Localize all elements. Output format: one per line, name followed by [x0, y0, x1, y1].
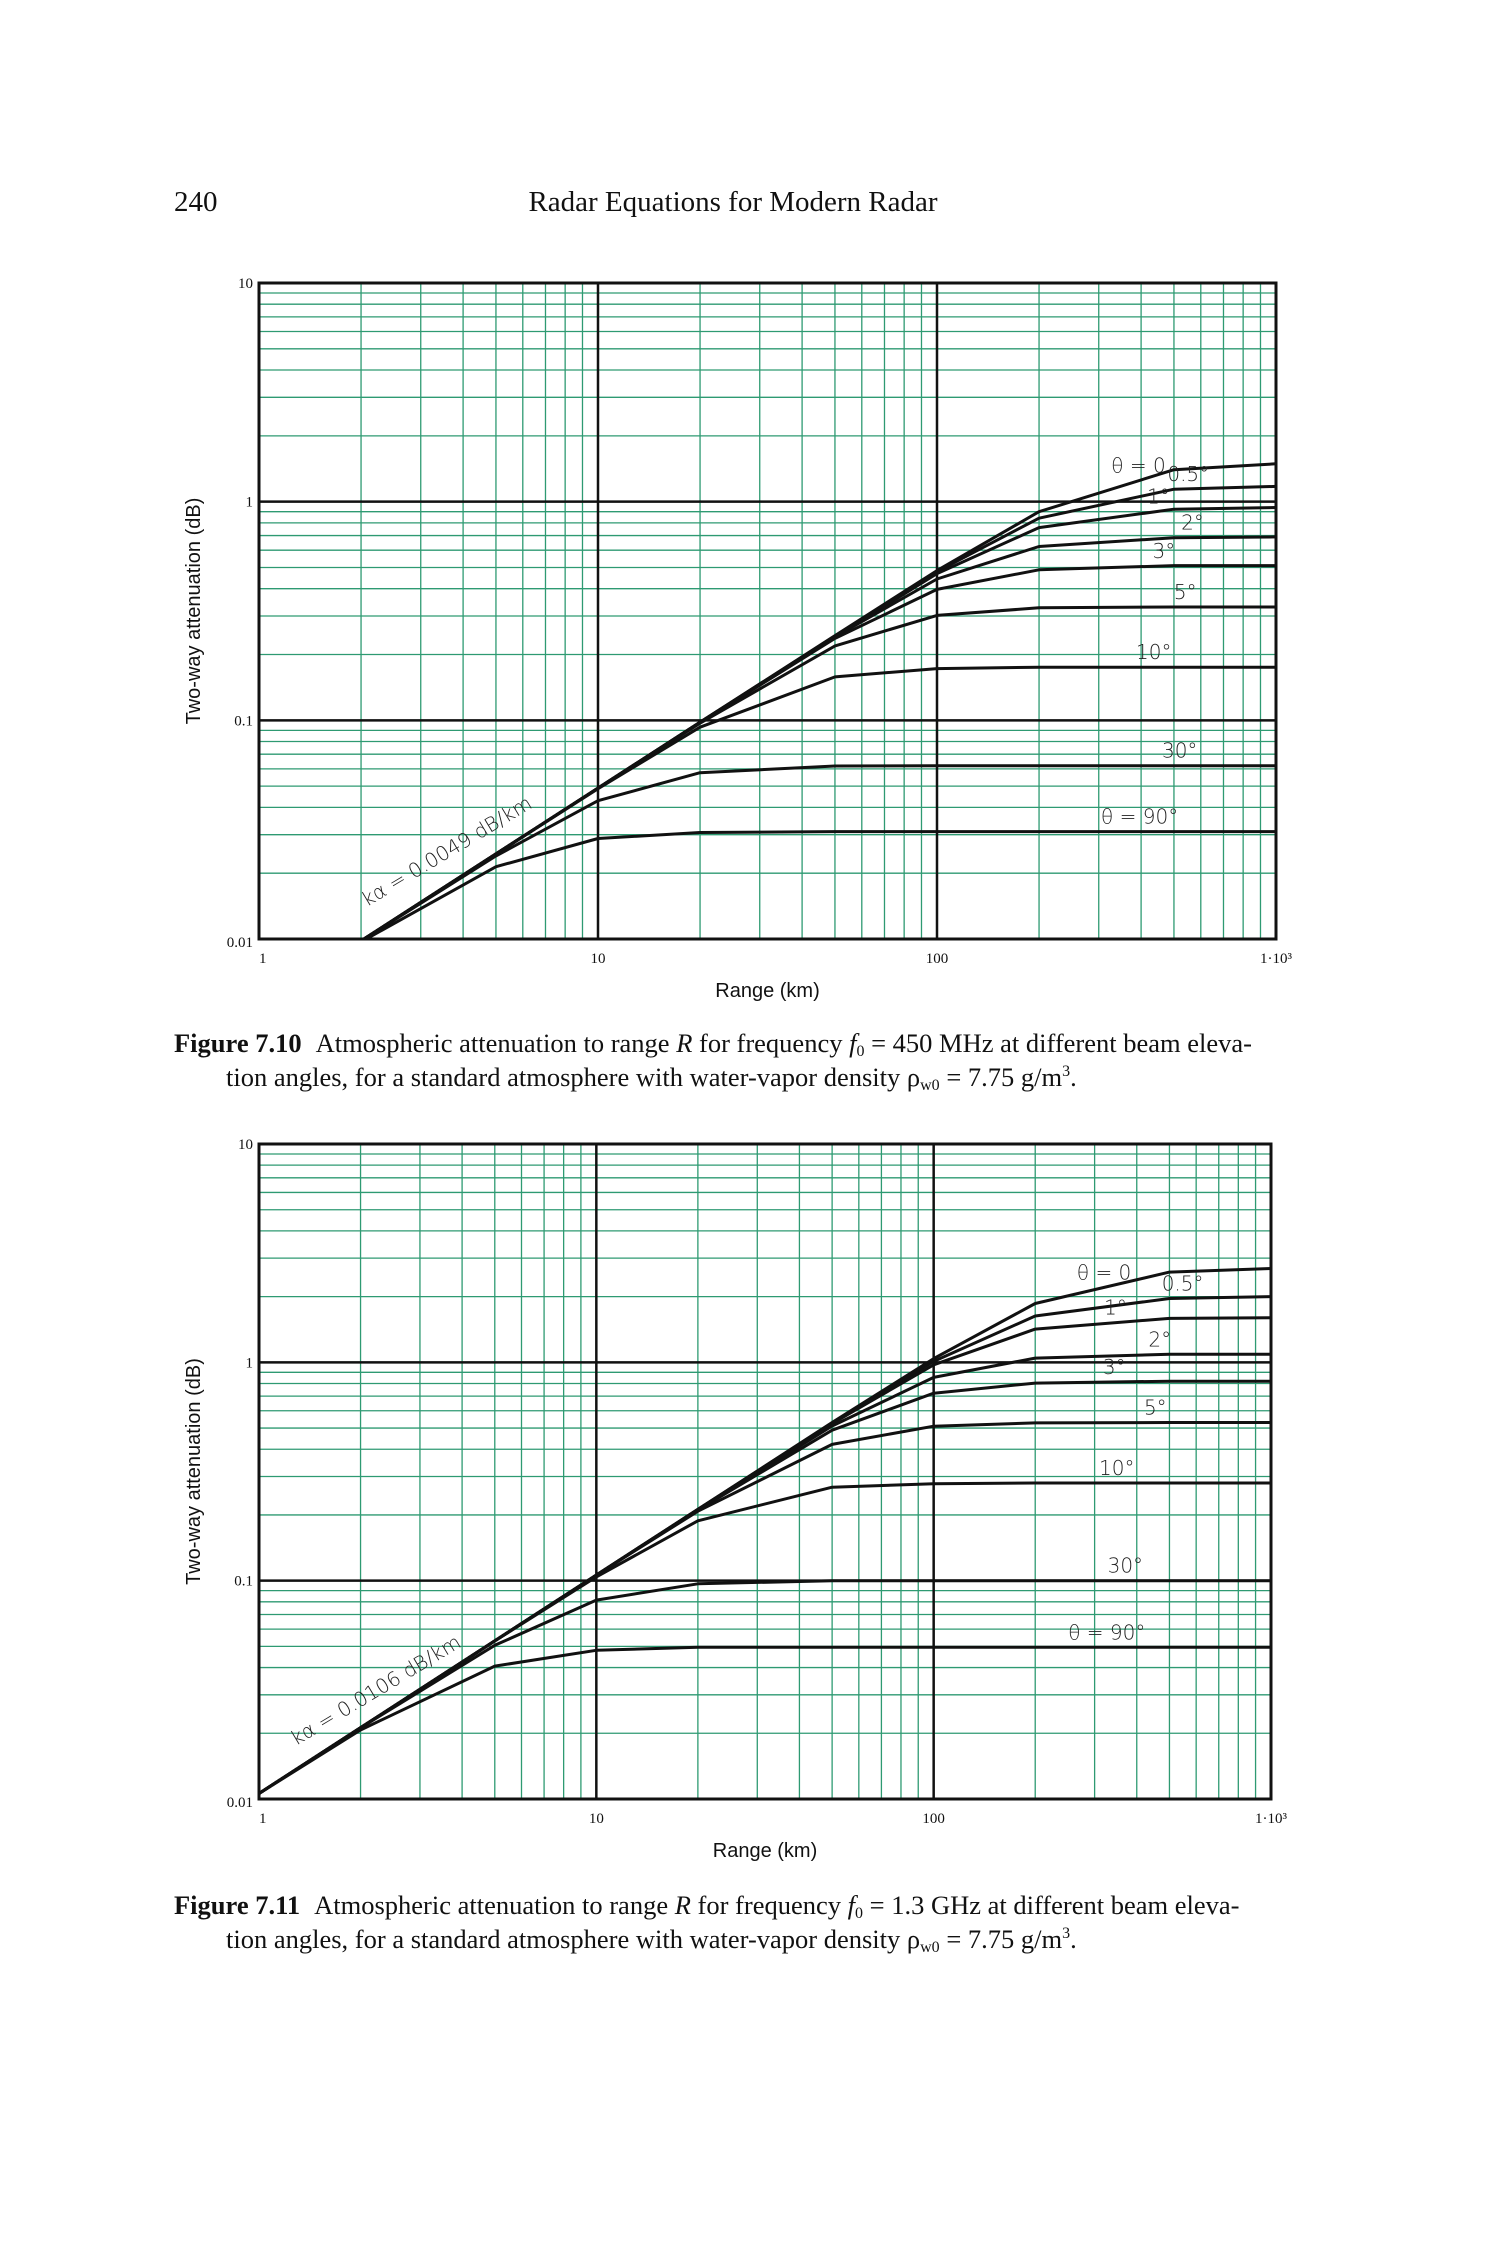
series-line-1	[361, 484, 1276, 939]
series-label: θ = 90°	[1068, 1620, 1145, 1644]
y-tick-label: 0.1	[234, 1574, 253, 1590]
series-line-4	[259, 1379, 1271, 1795]
y-tick-label: 0.01	[227, 935, 253, 951]
caption-text: = 7.75 g/m	[939, 1924, 1063, 1954]
chart-0: 1 10 100 1·10³ 0.01 0.1 1 10 Range (km) Two-way a…	[183, 276, 1292, 1002]
x-tick-label: 1·10³	[1260, 951, 1292, 967]
series-label: 3°	[1153, 539, 1176, 563]
x-tick-label: 1	[259, 1811, 267, 1827]
series-label: 10°	[1136, 640, 1171, 664]
caption-line-2: tion angles, for a standard atmosphere w…	[174, 1060, 1324, 1094]
x-tick-label: 1·10³	[1255, 1811, 1287, 1827]
caption-text: f	[847, 1890, 855, 1920]
y-tick-label: 0.1	[234, 713, 253, 729]
x-tick-label: 10	[589, 1811, 604, 1827]
caption-text: 0	[855, 1905, 863, 1922]
series-label: 0.5°	[1162, 1271, 1204, 1295]
caption-text: 3	[1062, 1925, 1071, 1942]
figure-7-11-caption: Figure 7.11 Atmospheric attenuation to ra…	[174, 1888, 1324, 1956]
caption-text: = 450 MHz at different beam eleva-	[864, 1028, 1252, 1058]
series-label: 10°	[1099, 1456, 1134, 1480]
x-axis-label: Range (km)	[715, 980, 819, 1002]
series-label: 2°	[1148, 1327, 1171, 1351]
caption-text: w0	[920, 1939, 940, 1956]
series-line-0	[361, 462, 1276, 939]
plot-frame	[257, 281, 1278, 941]
series-line-2	[361, 506, 1276, 939]
caption-line-1: Figure 7.10 Atmospheric attenuation to ra…	[174, 1028, 1252, 1060]
series-line-8	[363, 830, 1276, 939]
y-axis-label: Two-way attenuation (dB)	[183, 1358, 205, 1585]
series-line-0	[259, 1267, 1271, 1795]
y-axis-label: Two-way attenuation (dB)	[183, 498, 205, 725]
series-label: θ = 0	[1077, 1260, 1131, 1284]
caption-line-1: Figure 7.11 Atmospheric attenuation to ra…	[174, 1890, 1240, 1922]
series-label: 1°	[1147, 484, 1170, 508]
series-label: θ = 0	[1111, 454, 1165, 478]
caption-text: 0	[856, 1043, 865, 1060]
caption-text: w0	[920, 1077, 940, 1094]
series-line-8	[259, 1645, 1271, 1795]
series-label: 3°	[1103, 1355, 1126, 1379]
caption-text: Atmospheric attenuation to range	[315, 1028, 677, 1058]
running-title: Radar Equations for Modern Radar	[528, 186, 938, 218]
series-line-7	[361, 764, 1276, 939]
series-line-6	[361, 665, 1276, 939]
y-tick-label: 1	[246, 495, 254, 511]
x-axis-label: Range (km)	[713, 1840, 817, 1862]
caption-text: for frequency	[690, 1890, 848, 1920]
series-line-7	[259, 1579, 1271, 1795]
caption-text: tion angles, for a standard atmosphere w…	[226, 1062, 921, 1092]
plot-frame	[257, 1142, 1273, 1801]
caption-text: = 7.75 g/m	[939, 1062, 1063, 1092]
series-label: 5°	[1174, 580, 1197, 604]
series-label: 30°	[1108, 1554, 1143, 1578]
y-tick-label: 1	[246, 1355, 254, 1371]
figure-label: Figure 7.11	[174, 1890, 301, 1920]
x-tick-label: 100	[926, 951, 949, 967]
caption-text: 3	[1062, 1063, 1071, 1080]
chart-1: 1 10 100 1·10³ 0.01 0.1 1 10 Range (km) Two-way a…	[183, 1137, 1287, 1862]
x-tick-label: 10	[591, 951, 606, 967]
caption-line-2: tion angles, for a standard atmosphere w…	[174, 1922, 1324, 1956]
figure-label: Figure 7.10	[174, 1028, 302, 1058]
caption-text: R	[674, 1890, 691, 1920]
series-label: 1°	[1104, 1296, 1127, 1320]
series-label: 2°	[1181, 511, 1204, 535]
attenuation-coefficient-label: kα = 0.0106 dB/km	[286, 1630, 465, 1751]
figure-7-10-caption: Figure 7.10 Atmospheric attenuation to ra…	[174, 1026, 1324, 1094]
x-tick-label: 1	[259, 951, 267, 967]
caption-text: f	[849, 1028, 857, 1058]
series-label: 30°	[1162, 739, 1197, 763]
y-tick-label: 10	[238, 1137, 253, 1153]
caption-text: tion angles, for a standard atmosphere w…	[226, 1924, 921, 1954]
caption-text: R	[676, 1028, 693, 1058]
y-tick-label: 0.01	[227, 1795, 253, 1811]
caption-text: = 1.3 GHz at different beam eleva-	[863, 1890, 1240, 1920]
y-tick-label: 10	[238, 276, 253, 292]
series-line-6	[259, 1481, 1271, 1795]
x-tick-label: 100	[922, 1811, 945, 1827]
series-label: 5°	[1144, 1396, 1167, 1420]
caption-text: .	[1070, 1062, 1077, 1092]
caption-text: Atmospheric attenuation to range	[314, 1890, 675, 1920]
series-label: 0.5°	[1167, 462, 1209, 486]
series-label: θ = 90°	[1101, 805, 1178, 829]
page-number: 240	[174, 186, 218, 218]
caption-text: for frequency	[692, 1028, 850, 1058]
caption-text: .	[1070, 1924, 1077, 1954]
